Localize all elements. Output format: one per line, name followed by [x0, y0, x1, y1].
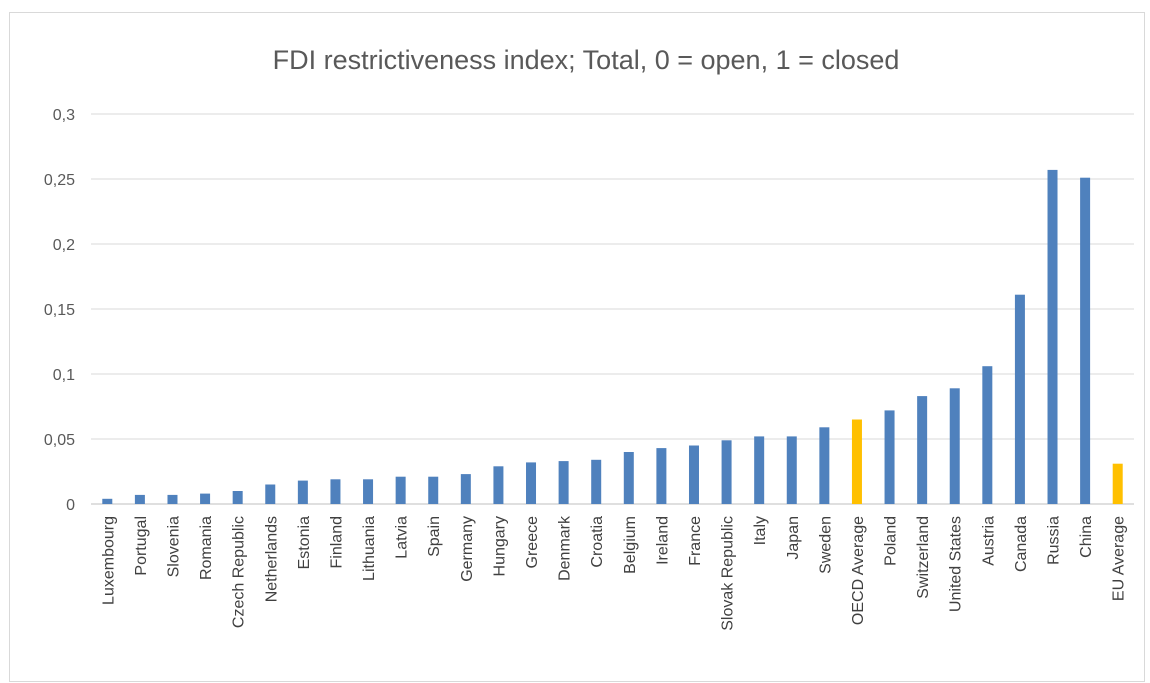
bar-slovak-republic [721, 440, 732, 504]
bar-italy [754, 436, 765, 504]
y-tick-label: 0,1 [53, 367, 75, 384]
bar-austria [982, 366, 993, 504]
bar-spain [428, 476, 439, 504]
bar-ireland [656, 448, 667, 504]
bar-finland [330, 479, 341, 504]
y-tick-label: 0,05 [44, 432, 75, 449]
chart-area: FDI restrictiveness index; Total, 0 = op… [9, 12, 1145, 682]
bar-estonia [297, 480, 308, 504]
x-tick-label: OECD Average [850, 516, 867, 625]
bar-eu-average [1112, 463, 1123, 504]
x-tick-label: France [687, 516, 704, 566]
bar-czech-republic [232, 491, 243, 504]
bar-canada [1014, 294, 1025, 504]
bar-netherlands [265, 484, 276, 504]
bar-russia [1047, 169, 1058, 504]
bar-switzerland [917, 396, 928, 504]
x-tick-label: Portugal [133, 516, 150, 576]
bar-united-states [949, 388, 960, 504]
bar-sweden [819, 427, 830, 504]
x-tick-label: Netherlands [263, 516, 280, 602]
x-tick-label: EU Average [1111, 516, 1128, 601]
bar-hungary [493, 466, 504, 504]
bar-latvia [395, 476, 406, 504]
gridlines [91, 113, 1134, 505]
x-tick-label: Canada [1013, 516, 1030, 572]
x-tick-label: Luxembourg [100, 516, 117, 605]
bar-poland [884, 410, 895, 504]
bar-chart: FDI restrictiveness index; Total, 0 = op… [44, 45, 1134, 631]
x-tick-label: Czech Republic [231, 516, 248, 628]
x-tick-label: Lithuania [361, 516, 378, 581]
y-tick-label: 0,2 [53, 237, 75, 254]
x-tick-label: United States [948, 516, 965, 612]
bar-france [688, 445, 699, 504]
bar-oecd-average [851, 419, 862, 504]
x-tick-label: Sweden [817, 516, 834, 574]
x-tick-label: Croatia [589, 516, 606, 568]
x-tick-label: Austria [980, 516, 997, 566]
bar-luxembourg [102, 498, 113, 504]
x-tick-label: Slovak Republic [720, 516, 737, 631]
x-tick-label: Greece [524, 516, 541, 569]
x-tick-label: Hungary [491, 516, 508, 576]
y-axis-ticks: 0 0,05 0,1 0,15 0,2 0,25 0,3 [44, 107, 75, 514]
x-axis-category-labels: Luxembourg Portugal Slovenia Romania Czech R… [100, 515, 1127, 631]
bar-lithuania [363, 479, 374, 504]
x-tick-label: Estonia [296, 516, 313, 569]
y-tick-label: 0,15 [44, 302, 75, 319]
bar-japan [786, 436, 797, 504]
bar-belgium [623, 452, 634, 504]
x-tick-label: Germany [459, 516, 476, 582]
x-tick-label: Switzerland [915, 516, 932, 599]
bar-croatia [591, 459, 602, 504]
x-tick-label: Belgium [622, 516, 639, 574]
chart-title: FDI restrictiveness index; Total, 0 = op… [273, 45, 900, 75]
bars [102, 169, 1123, 504]
bar-slovenia [167, 494, 178, 504]
bar-germany [460, 474, 471, 504]
x-tick-label: Slovenia [165, 516, 182, 577]
x-tick-label: Latvia [394, 516, 411, 559]
x-tick-label: Ireland [654, 516, 671, 565]
y-tick-label: 0,25 [44, 172, 75, 189]
x-tick-label: China [1078, 516, 1095, 558]
bar-portugal [134, 494, 145, 504]
y-tick-label: 0,3 [53, 107, 75, 124]
x-tick-label: Romania [198, 516, 215, 580]
y-tick-label: 0 [66, 497, 75, 514]
x-tick-label: Italy [752, 516, 769, 545]
bar-china [1080, 177, 1091, 504]
bar-romania [200, 493, 211, 504]
bar-greece [526, 462, 537, 504]
bar-denmark [558, 461, 569, 504]
x-tick-label: Finland [328, 516, 345, 568]
x-tick-label: Spain [426, 516, 443, 557]
x-tick-label: Russia [1046, 516, 1063, 565]
x-tick-label: Poland [883, 516, 900, 566]
x-tick-label: Japan [785, 516, 802, 560]
x-tick-label: Denmark [557, 515, 574, 581]
